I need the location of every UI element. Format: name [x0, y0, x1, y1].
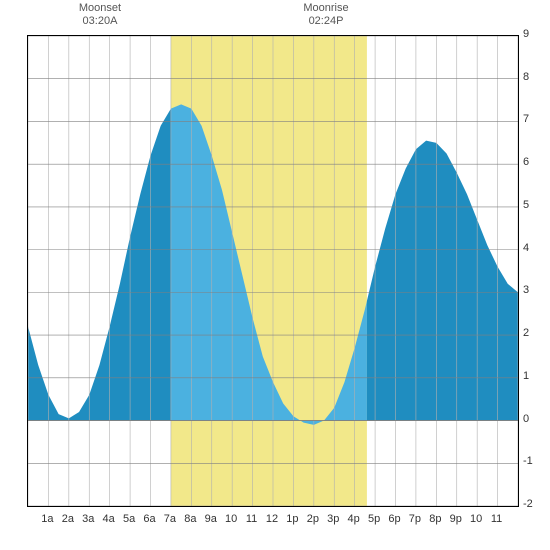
y-tick-label: 3 [523, 284, 529, 296]
x-tick-label: 8p [425, 513, 445, 525]
moonset-time: 03:20A [70, 15, 130, 28]
x-tick-label: 12 [262, 513, 282, 525]
x-tick-label: 2a [58, 513, 78, 525]
y-tick-label: 4 [523, 242, 529, 254]
y-tick-label: 9 [523, 28, 529, 40]
y-tick-label: -1 [523, 455, 533, 467]
plot-area [27, 35, 519, 507]
y-tick-label: 5 [523, 199, 529, 211]
x-tick-label: 3p [323, 513, 343, 525]
x-tick-label: 7p [405, 513, 425, 525]
moonset-annotation: Moonset 03:20A [70, 2, 130, 28]
x-tick-label: 6p [385, 513, 405, 525]
y-tick-label: 1 [523, 370, 529, 382]
x-tick-label: 5a [119, 513, 139, 525]
y-tick-label: 8 [523, 71, 529, 83]
x-tick-label: 11 [242, 513, 262, 525]
moonset-label: Moonset [70, 2, 130, 15]
x-tick-label: 9a [201, 513, 221, 525]
moonrise-label: Moonrise [296, 2, 356, 15]
x-tick-label: 5p [364, 513, 384, 525]
x-tick-label: 10 [466, 513, 486, 525]
y-tick-label: 6 [523, 156, 529, 168]
x-tick-label: 3a [78, 513, 98, 525]
x-tick-label: 6a [140, 513, 160, 525]
x-tick-label: 8a [180, 513, 200, 525]
x-tick-label: 11 [487, 513, 507, 525]
x-tick-label: 4a [99, 513, 119, 525]
y-tick-label: 0 [523, 413, 529, 425]
y-tick-label: 2 [523, 327, 529, 339]
tide-chart: Moonset 03:20A Moonrise 02:24P -2-101234… [0, 0, 550, 550]
x-tick-label: 9p [446, 513, 466, 525]
x-tick-label: 2p [303, 513, 323, 525]
y-tick-label: -2 [523, 498, 533, 510]
x-tick-label: 1p [282, 513, 302, 525]
x-tick-label: 7a [160, 513, 180, 525]
moonrise-time: 02:24P [296, 15, 356, 28]
y-tick-label: 7 [523, 113, 529, 125]
x-tick-label: 4p [344, 513, 364, 525]
moonrise-annotation: Moonrise 02:24P [296, 2, 356, 28]
x-tick-label: 1a [37, 513, 57, 525]
x-tick-label: 10 [221, 513, 241, 525]
